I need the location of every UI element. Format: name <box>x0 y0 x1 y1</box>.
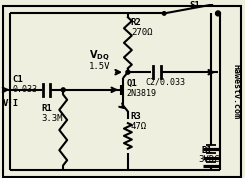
Text: C2/0.033: C2/0.033 <box>146 78 185 87</box>
Text: C1: C1 <box>12 75 23 84</box>
Text: 3VDC: 3VDC <box>198 155 220 164</box>
Text: R1: R1 <box>42 104 52 113</box>
Text: Q1: Q1 <box>127 79 138 88</box>
Text: 3.3M: 3.3M <box>42 114 63 123</box>
Text: VᴵӀ: VᴵӀ <box>2 98 19 108</box>
Text: 1.5V: 1.5V <box>89 62 110 71</box>
Text: 0.033: 0.033 <box>12 85 37 94</box>
Text: 47Ω: 47Ω <box>131 122 147 131</box>
Circle shape <box>162 12 166 15</box>
Circle shape <box>126 70 130 74</box>
Text: 2N3819: 2N3819 <box>127 89 157 98</box>
Circle shape <box>216 11 220 16</box>
Text: 270Ω: 270Ω <box>131 28 152 37</box>
Text: Hawestv.com: Hawestv.com <box>231 64 240 119</box>
Text: B1: B1 <box>201 146 212 155</box>
Text: R2: R2 <box>131 18 142 27</box>
Text: S1: S1 <box>189 1 200 11</box>
Text: R3: R3 <box>131 112 142 121</box>
Text: $\bf{V_{DQ}}$: $\bf{V_{DQ}}$ <box>89 49 109 63</box>
Circle shape <box>61 88 65 92</box>
